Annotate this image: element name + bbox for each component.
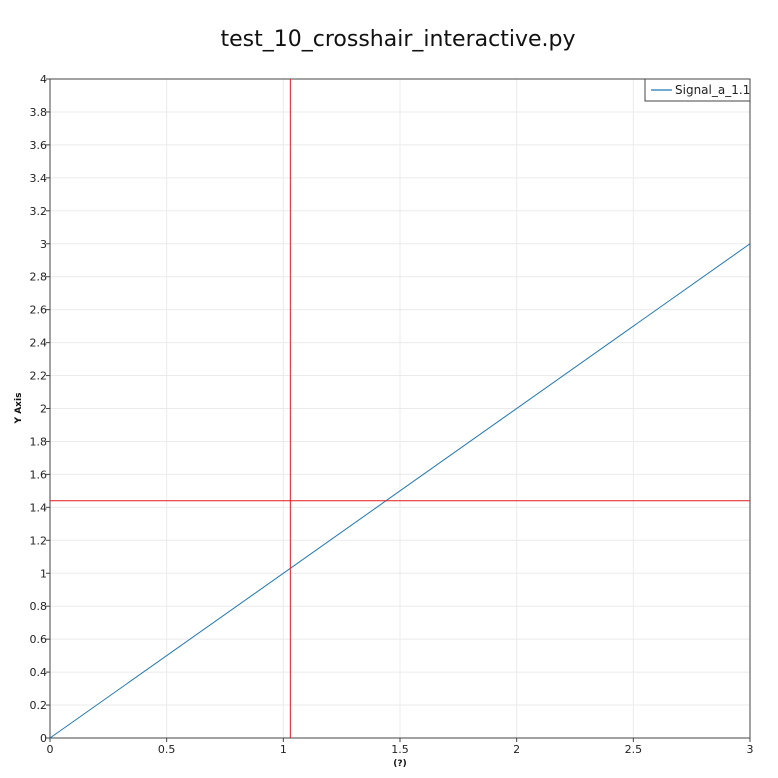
y-tick-label: 1.2 <box>30 534 48 547</box>
x-tick-label: 1.5 <box>391 743 409 756</box>
y-tick-label: 0 <box>40 732 47 745</box>
y-tick-label: 2.6 <box>30 304 48 317</box>
legend-label: Signal_a_1.1 <box>675 83 750 97</box>
x-tick-label: 2 <box>513 743 520 756</box>
x-axis-label: (?) <box>393 759 406 769</box>
y-tick-label: 0.8 <box>30 600 48 613</box>
chart-title: test_10_crosshair_interactive.py <box>221 27 576 52</box>
series-line <box>49 243 751 739</box>
x-tick-label: 2.5 <box>625 743 643 756</box>
y-tick-label: 3 <box>40 238 47 251</box>
y-tick-label: 4 <box>40 73 47 86</box>
y-tick-label: 2.2 <box>30 370 48 383</box>
y-tick-label: 2.4 <box>30 337 48 350</box>
x-tick-label: 0 <box>47 743 54 756</box>
y-tick-label: 2.8 <box>30 271 48 284</box>
y-tick-label: 1.8 <box>30 435 48 448</box>
axis-ticks: 0 0.5 1 1.5 2 2.5 3 0 0.2 0.4 0.6 0.8 1 1.2 1.4 1.6 1.8 2… <box>30 73 754 756</box>
x-tick-label: 1 <box>280 743 287 756</box>
y-tick-label: 1.4 <box>30 501 48 514</box>
y-axis-label: Y Axis <box>14 393 24 425</box>
legend-box <box>644 78 751 102</box>
y-tick-label: 0.2 <box>30 699 48 712</box>
y-tick-label: 0.6 <box>30 633 48 646</box>
grid <box>49 78 751 739</box>
y-tick-label: 3.8 <box>30 106 48 119</box>
y-tick-label: 1.6 <box>30 468 48 481</box>
y-tick-label: 0.4 <box>30 666 48 679</box>
y-tick-label: 3.4 <box>30 172 48 185</box>
series-layer <box>49 243 751 739</box>
y-tick-label: 3.6 <box>30 139 48 152</box>
legend: Signal_a_1.1 <box>644 78 751 102</box>
crosshair <box>50 79 750 738</box>
y-tick-label: 1 <box>40 567 47 580</box>
x-tick-label: 0.5 <box>158 743 176 756</box>
x-tick-label: 3 <box>747 743 754 756</box>
y-tick-label: 2 <box>40 403 47 416</box>
y-tick-label: 3.2 <box>30 205 48 218</box>
